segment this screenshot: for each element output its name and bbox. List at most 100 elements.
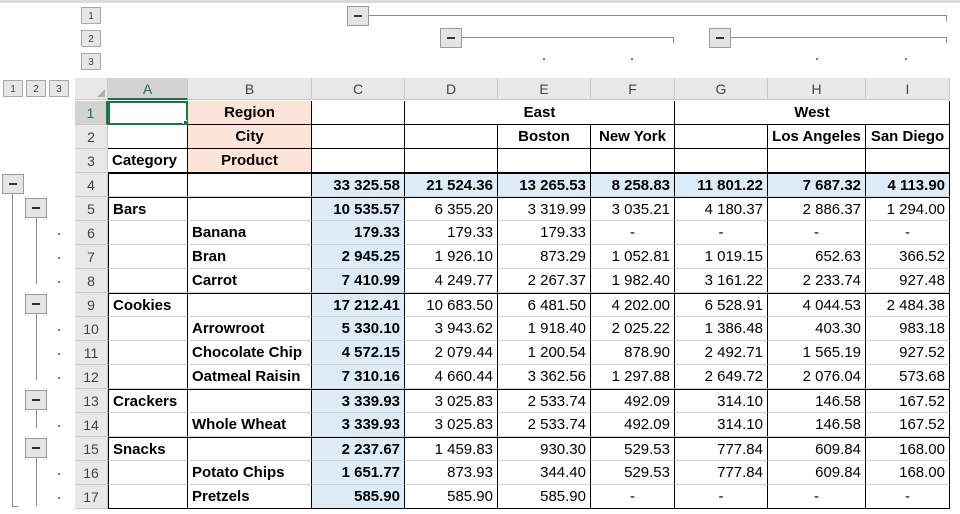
cell-a9[interactable]: Cookies: [108, 293, 188, 317]
collapse-rows-cookies-button[interactable]: [25, 294, 47, 314]
cell-h8[interactable]: 2 233.74: [768, 269, 866, 293]
cell-a16[interactable]: [108, 461, 188, 485]
column-header-h[interactable]: H: [768, 78, 866, 100]
cell-e5[interactable]: 3 319.99: [498, 197, 591, 221]
cell-f15[interactable]: 529.53: [591, 437, 675, 461]
cell-g9[interactable]: 6 528.91: [675, 293, 768, 317]
cell-b16[interactable]: Potato Chips: [188, 461, 312, 485]
cell-b13[interactable]: [188, 389, 312, 413]
cell-d7[interactable]: 1 926.10: [405, 245, 498, 269]
row-header-7[interactable]: 7: [75, 245, 108, 269]
cell-f17[interactable]: -: [591, 485, 675, 509]
cell-e14[interactable]: 2 533.74: [498, 413, 591, 437]
cell-e10[interactable]: 1 918.40: [498, 317, 591, 341]
cell-f2[interactable]: New York: [591, 125, 675, 149]
row-header-12[interactable]: 12: [75, 365, 108, 389]
cell-e1[interactable]: East: [405, 101, 675, 125]
cell-d10[interactable]: 3 943.62: [405, 317, 498, 341]
cell-f5[interactable]: 3 035.21: [591, 197, 675, 221]
cell-g16[interactable]: 777.84: [675, 461, 768, 485]
cell-b10[interactable]: Arrowroot: [188, 317, 312, 341]
cell-i7[interactable]: 366.52: [866, 245, 950, 269]
cell-c12[interactable]: 7 310.16: [312, 365, 405, 389]
cell-d16[interactable]: 873.93: [405, 461, 498, 485]
row-outline-level-3-button[interactable]: 3: [49, 80, 69, 97]
column-header-g[interactable]: G: [675, 78, 768, 100]
cell-c9[interactable]: 17 212.41: [312, 293, 405, 317]
cell-h2[interactable]: Los Angeles: [768, 125, 866, 149]
cell-a1[interactable]: [108, 101, 188, 125]
cell-b3[interactable]: Product: [188, 149, 312, 173]
cell-e13[interactable]: 2 533.74: [498, 389, 591, 413]
column-outline-level-1-button[interactable]: 1: [81, 7, 101, 24]
cell-a12[interactable]: [108, 365, 188, 389]
cell-i9[interactable]: 2 484.38: [866, 293, 950, 317]
cell-a7[interactable]: [108, 245, 188, 269]
cell-g15[interactable]: 777.84: [675, 437, 768, 461]
cell-f6[interactable]: -: [591, 221, 675, 245]
cell-h16[interactable]: 609.84: [768, 461, 866, 485]
cell-d2[interactable]: [405, 125, 498, 149]
cell-c6[interactable]: 179.33: [312, 221, 405, 245]
cell-e6[interactable]: 179.33: [498, 221, 591, 245]
column-header-b[interactable]: B: [188, 78, 312, 100]
row-outline-level-1-button[interactable]: 1: [3, 80, 23, 97]
cell-i10[interactable]: 983.18: [866, 317, 950, 341]
cell-c14[interactable]: 3 339.93: [312, 413, 405, 437]
row-header-13[interactable]: 13: [75, 389, 108, 413]
cell-h9[interactable]: 4 044.53: [768, 293, 866, 317]
row-header-2[interactable]: 2: [75, 125, 108, 149]
collapse-rows-all-button[interactable]: [2, 174, 24, 194]
column-header-e[interactable]: E: [498, 78, 591, 100]
cell-f9[interactable]: 4 202.00: [591, 293, 675, 317]
cell-a2[interactable]: [108, 125, 188, 149]
cell-e4[interactable]: 13 265.53: [498, 173, 591, 197]
cell-b11[interactable]: Chocolate Chip: [188, 341, 312, 365]
cell-b12[interactable]: Oatmeal Raisin: [188, 365, 312, 389]
cell-c7[interactable]: 2 945.25: [312, 245, 405, 269]
cell-c17[interactable]: 585.90: [312, 485, 405, 509]
row-header-17[interactable]: 17: [75, 485, 108, 509]
cell-a8[interactable]: [108, 269, 188, 293]
cell-g2[interactable]: [675, 125, 768, 149]
row-header-11[interactable]: 11: [75, 341, 108, 365]
cell-d3[interactable]: [405, 149, 498, 173]
cell-g17[interactable]: -: [675, 485, 768, 509]
cell-b4[interactable]: [188, 173, 312, 197]
cell-g3[interactable]: [675, 149, 768, 173]
cell-a17[interactable]: [108, 485, 188, 509]
cell-f10[interactable]: 2 025.22: [591, 317, 675, 341]
cell-h12[interactable]: 2 076.04: [768, 365, 866, 389]
cell-d6[interactable]: 179.33: [405, 221, 498, 245]
cell-g7[interactable]: 1 019.15: [675, 245, 768, 269]
cell-a13[interactable]: Crackers: [108, 389, 188, 413]
cell-b2[interactable]: City: [188, 125, 312, 149]
cell-c2[interactable]: [312, 125, 405, 149]
cell-b14[interactable]: Whole Wheat: [188, 413, 312, 437]
cell-i16[interactable]: 168.00: [866, 461, 950, 485]
cell-e16[interactable]: 344.40: [498, 461, 591, 485]
cell-d12[interactable]: 4 660.44: [405, 365, 498, 389]
cell-i8[interactable]: 927.48: [866, 269, 950, 293]
select-all-corner[interactable]: [75, 78, 108, 100]
cell-e3[interactable]: [498, 149, 591, 173]
cell-f7[interactable]: 1 052.81: [591, 245, 675, 269]
cell-a5[interactable]: Bars: [108, 197, 188, 221]
column-outline-level-2-button[interactable]: 2: [81, 30, 101, 47]
row-outline-level-2-button[interactable]: 2: [26, 80, 46, 97]
cell-b1[interactable]: Region: [188, 101, 312, 125]
cell-c15[interactable]: 2 237.67: [312, 437, 405, 461]
cell-f13[interactable]: 492.09: [591, 389, 675, 413]
cell-f11[interactable]: 878.90: [591, 341, 675, 365]
cell-f3[interactable]: [591, 149, 675, 173]
row-header-9[interactable]: 9: [75, 293, 108, 317]
collapse-columns-all-button[interactable]: [347, 6, 369, 26]
cell-i5[interactable]: 1 294.00: [866, 197, 950, 221]
cell-i17[interactable]: -: [866, 485, 950, 509]
cell-d13[interactable]: 3 025.83: [405, 389, 498, 413]
row-header-14[interactable]: 14: [75, 413, 108, 437]
cell-d15[interactable]: 1 459.83: [405, 437, 498, 461]
cell-h4[interactable]: 7 687.32: [768, 173, 866, 197]
cell-e8[interactable]: 2 267.37: [498, 269, 591, 293]
cell-c8[interactable]: 7 410.99: [312, 269, 405, 293]
